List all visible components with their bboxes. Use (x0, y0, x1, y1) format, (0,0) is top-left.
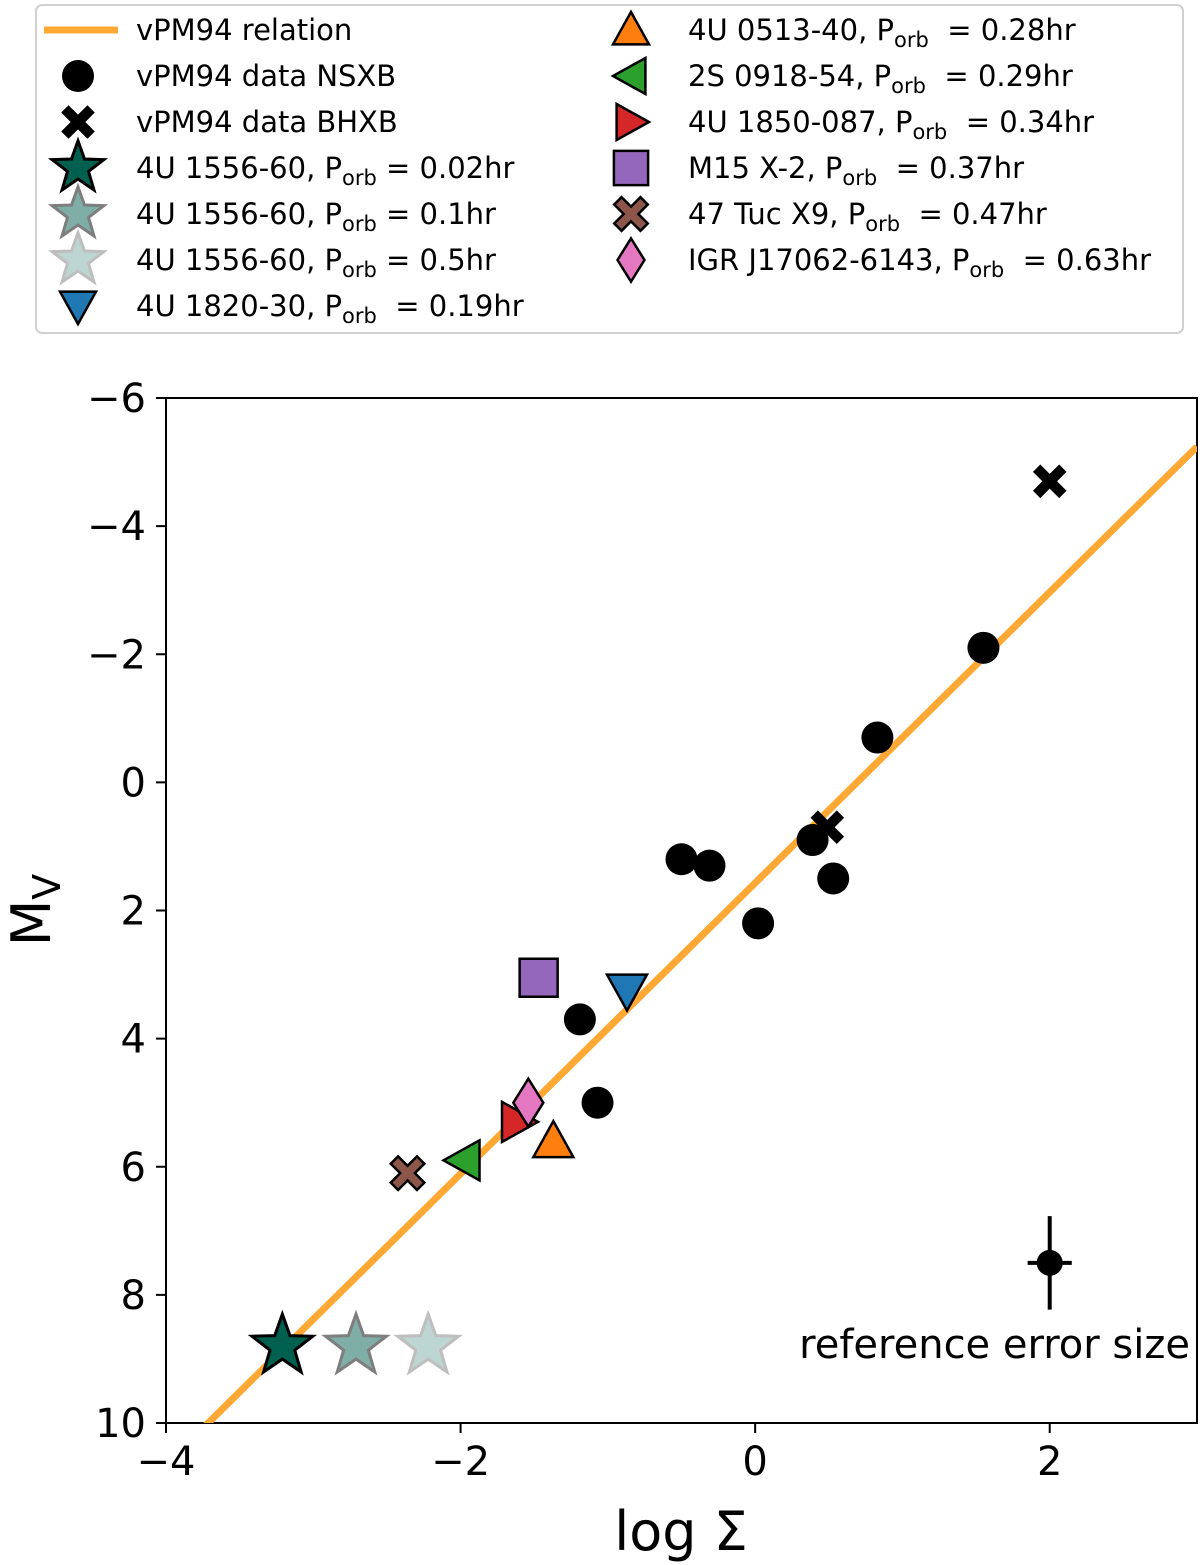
data-point (817, 862, 850, 895)
relation-line (203, 444, 1197, 1423)
x-tick-label: −4 (137, 1439, 196, 1485)
data-point (321, 1309, 391, 1376)
y-tick-label: −6 (87, 376, 146, 422)
ref-error-point (1036, 1249, 1063, 1276)
x-tick-label: 2 (1037, 1439, 1062, 1485)
data-point (247, 1309, 318, 1376)
legend-label: vPM94 data NSXB (136, 59, 396, 93)
legend-marker (47, 136, 109, 194)
plot-area: −4 −2 0 2 −6 −4 −2 0 2 4 6 8 10 reference error size (87, 376, 1198, 1485)
data-point (693, 849, 726, 882)
y-axis-label: MV (0, 874, 69, 947)
legend-label: 4U 1820-30, Porb = 0.19hr (136, 289, 524, 328)
y-tick-label: 8 (121, 1273, 146, 1319)
x-tick-label: −2 (431, 1439, 490, 1485)
y-tick-label: 0 (121, 760, 146, 806)
legend-label: 4U 1850-087, Porb = 0.34hr (688, 105, 1094, 144)
legend-label: 4U 1556-60, Porb = 0.5hr (136, 243, 496, 282)
data-point (861, 721, 894, 754)
ref-error-label: reference error size (799, 1322, 1190, 1368)
data-point (518, 957, 559, 999)
y-tick-label: −4 (87, 504, 146, 550)
y-tick-label: −2 (87, 632, 146, 678)
data-point (665, 843, 698, 876)
legend-label: 4U 1556-60, Porb = 0.1hr (136, 197, 496, 236)
legend-label: 2S 0918-54, Porb = 0.29hr (688, 59, 1073, 98)
legend-label: 47 Tuc X9, Porb = 0.47hr (688, 197, 1047, 236)
y-tick-label: 6 (121, 1145, 146, 1191)
legend-label: IGR J17062-6143, Porb = 0.63hr (688, 243, 1151, 282)
legend-marker (612, 195, 650, 233)
legend-marker (57, 290, 99, 327)
legend-marker (615, 101, 652, 143)
data-point (604, 973, 650, 1014)
legend-label: vPM94 data BHXB (136, 105, 398, 139)
data-point (531, 1118, 576, 1159)
data-point (581, 1086, 614, 1119)
x-axis-label: log Σ (614, 1500, 748, 1563)
legend-marker (47, 182, 109, 240)
legend-marker (62, 60, 94, 92)
data-point (388, 1154, 427, 1192)
y-tick-label: 10 (95, 1401, 146, 1447)
legend-label: 4U 0513-40, Porb = 0.28hr (688, 13, 1076, 52)
legend-marker (610, 55, 647, 97)
legend-marker (612, 149, 650, 187)
legend: vPM94 relation vPM94 data NSXB vPM94 data … (35, 4, 1184, 334)
data-point (1032, 464, 1067, 499)
legend-marker (61, 105, 95, 139)
data-point (967, 631, 1000, 664)
legend-frame (35, 4, 1184, 334)
y-tick-label: 4 (121, 1017, 146, 1063)
data-point (511, 1076, 545, 1130)
data-point (393, 1309, 463, 1376)
legend-label: 4U 1556-60, Porb = 0.02hr (136, 151, 514, 190)
legend-marker (616, 236, 646, 284)
y-tick-label: 2 (121, 889, 146, 935)
x-tick-label: 0 (742, 1439, 767, 1485)
legend-marker (47, 228, 109, 286)
data-point (742, 907, 775, 940)
data-point (810, 810, 845, 845)
legend-label: vPM94 relation (136, 13, 352, 47)
data-point (563, 1003, 596, 1036)
legend-marker (610, 9, 652, 46)
legend-label: M15 X-2, Porb = 0.37hr (688, 151, 1024, 190)
data-point (440, 1138, 481, 1183)
